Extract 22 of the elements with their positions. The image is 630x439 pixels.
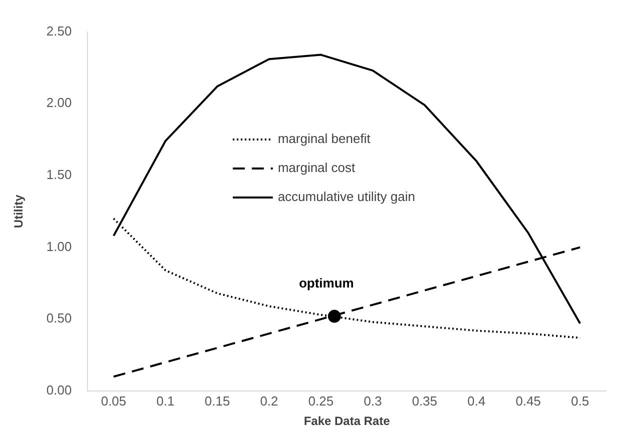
- y-tick-label: 1.50: [46, 167, 72, 182]
- x-tick-label: 0.1: [156, 393, 174, 408]
- y-tick-label: 0.50: [46, 310, 72, 326]
- x-tick-label: 0.2: [260, 393, 278, 408]
- y-tick-label: 2.00: [46, 95, 72, 110]
- legend-label: accumulative utility gain: [278, 189, 416, 204]
- x-tick-label: 0.4: [467, 393, 486, 408]
- y-tick-label: 1.00: [46, 238, 72, 254]
- y-tick-label: 0.00: [46, 382, 72, 398]
- x-tick-label: 0.3: [364, 393, 382, 408]
- legend-label: marginal benefit: [278, 131, 371, 146]
- annotation: optimum: [298, 275, 354, 290]
- x-tick-label: 0.15: [204, 393, 230, 408]
- x-tick-label: 0.05: [100, 393, 126, 408]
- y-axis-title: Utility: [12, 194, 26, 228]
- x-tick-label: 0.35: [412, 393, 438, 408]
- legend-label: marginal cost: [278, 160, 356, 176]
- x-tick-label: 0.45: [516, 393, 541, 408]
- x-axis-title: Fake Data Rate: [304, 414, 390, 428]
- y-tick-label: 2.50: [46, 23, 72, 38]
- x-tick-label: 0.5: [571, 393, 590, 408]
- x-tick-label: 0.25: [308, 393, 334, 408]
